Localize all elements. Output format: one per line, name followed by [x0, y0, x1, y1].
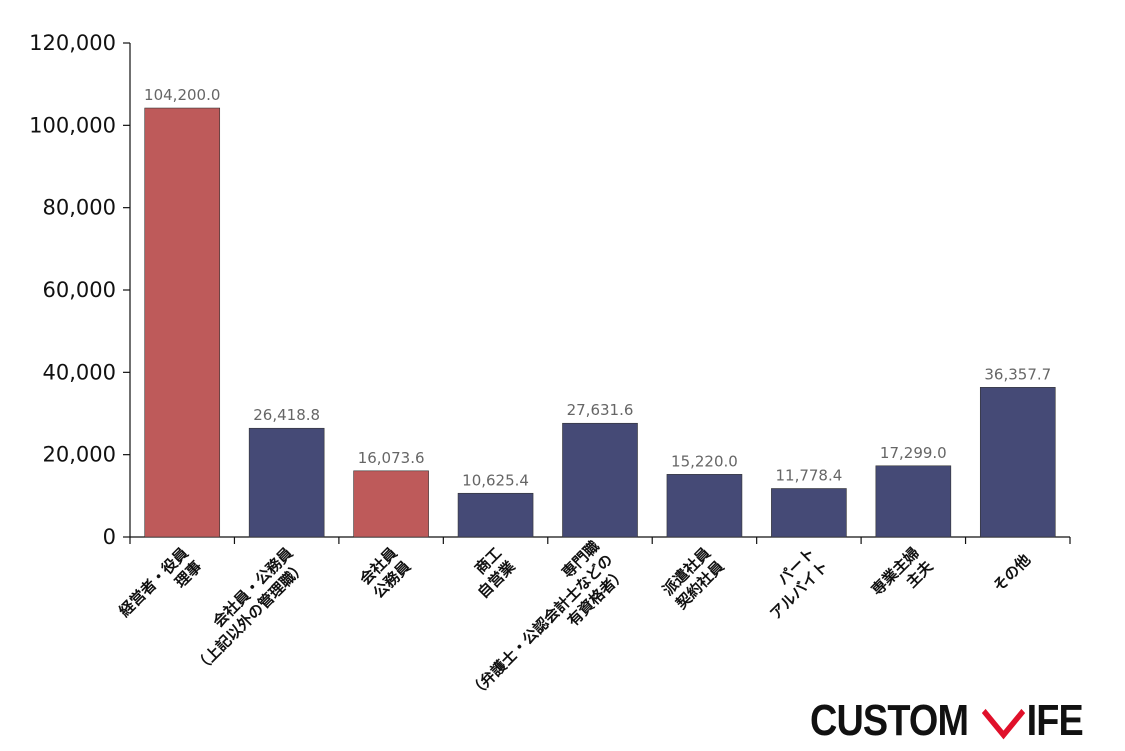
bar — [353, 470, 429, 538]
logo-text-right: IFE — [1026, 696, 1084, 745]
y-tick-label: 80,000 — [43, 196, 116, 220]
category-label: 専業主婦主夫 — [868, 543, 937, 612]
data-label: 104,200.0 — [144, 86, 220, 104]
check-mark-icon — [981, 708, 1025, 740]
y-tick-label: 20,000 — [43, 443, 116, 467]
logo-text-left: CUSTOM — [810, 696, 969, 745]
bar — [562, 422, 638, 538]
data-label: 15,220.0 — [671, 452, 738, 470]
y-tick-label: 0 — [103, 525, 116, 549]
data-label: 16,073.6 — [358, 449, 425, 467]
data-label: 11,778.4 — [775, 467, 842, 485]
category-label: 商工自営業 — [461, 543, 520, 602]
data-label: 10,625.4 — [462, 471, 529, 489]
data-label: 27,631.6 — [567, 401, 634, 419]
category-label: 会社員公務員 — [356, 544, 414, 602]
category-label: 経営者・役員理事 — [115, 544, 205, 634]
bar — [457, 492, 534, 538]
category-label: 派遣社員契約社員 — [658, 544, 727, 613]
data-label: 17,299.0 — [880, 444, 947, 462]
bar — [771, 488, 847, 538]
y-tick-label: 60,000 — [43, 278, 116, 302]
bar — [144, 107, 221, 538]
category-label: その他 — [990, 551, 1035, 596]
bar — [979, 387, 1056, 538]
bar — [875, 465, 952, 538]
data-label: 36,357.7 — [984, 365, 1051, 383]
y-tick-label: 120,000 — [29, 31, 116, 55]
custom-life-logo: CUSTOM IFE — [810, 696, 1084, 746]
y-tick-label: 40,000 — [43, 360, 116, 384]
data-label: 26,418.8 — [253, 406, 320, 424]
bar — [248, 427, 325, 538]
category-label: パートアルバイト — [753, 544, 832, 623]
y-tick-label: 100,000 — [29, 113, 116, 137]
bar — [666, 474, 743, 538]
